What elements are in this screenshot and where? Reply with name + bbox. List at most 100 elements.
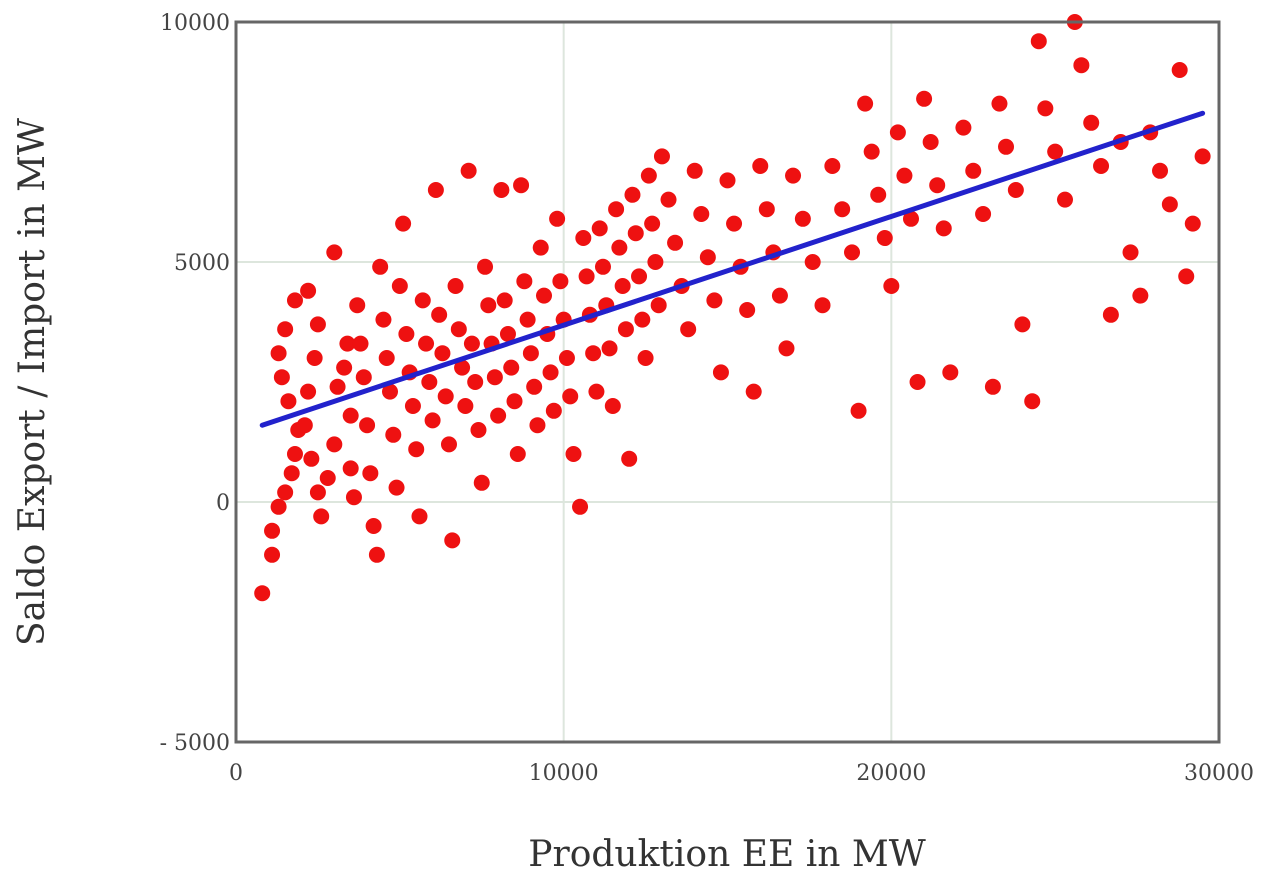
data-point-65 xyxy=(463,335,480,352)
data-point-92 xyxy=(552,273,569,290)
data-point-184 xyxy=(1132,287,1149,304)
data-point-54 xyxy=(427,182,444,198)
data-point-160 xyxy=(922,134,939,150)
data-point-138 xyxy=(758,201,775,218)
data-point-2 xyxy=(264,522,281,539)
data-point-137 xyxy=(752,158,769,174)
data-point-1 xyxy=(264,546,281,563)
grid-lines xyxy=(236,22,1219,742)
data-point-162 xyxy=(935,220,952,237)
data-point-64 xyxy=(460,162,477,179)
data-point-174 xyxy=(1037,100,1054,117)
y-tick-label-3: 10000 xyxy=(160,11,230,36)
data-point-67 xyxy=(470,422,487,438)
data-point-18 xyxy=(303,450,320,467)
data-point-50 xyxy=(414,292,431,309)
data-point-122 xyxy=(653,148,670,165)
data-point-168 xyxy=(991,95,1008,112)
data-point-116 xyxy=(634,311,651,328)
data-point-23 xyxy=(326,244,343,261)
data-point-115 xyxy=(631,268,648,285)
data-point-179 xyxy=(1083,114,1100,131)
data-point-95 xyxy=(562,388,579,405)
data-point-158 xyxy=(909,374,926,390)
data-point-9 xyxy=(273,369,290,386)
data-point-142 xyxy=(785,167,802,184)
data-point-62 xyxy=(454,359,471,376)
data-point-155 xyxy=(889,124,906,141)
y-axis-title: Saldo Export / Import in MW xyxy=(12,118,53,646)
data-point-68 xyxy=(473,474,490,491)
data-point-159 xyxy=(916,90,933,107)
data-point-48 xyxy=(408,441,425,458)
data-point-119 xyxy=(644,215,661,232)
data-point-89 xyxy=(542,364,559,381)
data-point-27 xyxy=(342,407,359,424)
data-point-44 xyxy=(395,215,412,232)
data-point-69 xyxy=(477,258,494,275)
data-point-32 xyxy=(355,369,372,386)
data-point-118 xyxy=(640,167,657,184)
data-point-151 xyxy=(863,143,880,160)
data-point-165 xyxy=(965,162,982,179)
data-point-25 xyxy=(336,359,353,376)
x-tick-label-1: 10000 xyxy=(529,761,599,786)
y-tick-label-2: 5000 xyxy=(174,251,230,276)
data-point-81 xyxy=(516,273,533,290)
data-point-29 xyxy=(345,489,362,506)
data-point-111 xyxy=(617,321,634,338)
data-point-51 xyxy=(418,335,435,352)
data-point-61 xyxy=(450,321,467,338)
data-point-77 xyxy=(503,359,520,376)
data-point-87 xyxy=(536,287,553,304)
data-point-110 xyxy=(614,278,631,294)
data-point-33 xyxy=(359,417,376,434)
data-point-169 xyxy=(998,138,1015,155)
data-point-163 xyxy=(942,364,959,381)
data-point-47 xyxy=(404,398,421,414)
x-axis-title: Produktion EE in MW xyxy=(528,834,925,874)
y-tick-labels: - 5000 0 5000 10000 xyxy=(160,11,230,756)
data-point-0 xyxy=(254,585,271,602)
data-point-102 xyxy=(588,383,605,400)
data-point-103 xyxy=(591,220,608,237)
data-point-101 xyxy=(585,345,602,362)
data-point-123 xyxy=(660,191,677,208)
data-point-22 xyxy=(326,436,343,453)
data-point-130 xyxy=(706,292,723,309)
data-point-190 xyxy=(1184,215,1201,232)
data-point-66 xyxy=(467,374,484,390)
data-point-154 xyxy=(883,278,900,294)
data-point-189 xyxy=(1178,268,1195,285)
data-point-187 xyxy=(1161,196,1178,213)
data-point-31 xyxy=(352,335,369,352)
data-point-24 xyxy=(329,378,346,395)
data-point-176 xyxy=(1056,191,1073,208)
data-point-136 xyxy=(745,383,762,400)
data-point-17 xyxy=(296,417,313,434)
x-tick-label-2: 20000 xyxy=(856,761,926,786)
data-point-90 xyxy=(545,402,562,419)
data-point-94 xyxy=(558,350,575,366)
data-point-86 xyxy=(532,239,549,256)
x-tick-label-0: 0 xyxy=(229,761,243,786)
data-point-15 xyxy=(306,350,323,366)
data-point-161 xyxy=(929,177,946,194)
data-point-13 xyxy=(300,282,317,299)
data-point-112 xyxy=(621,450,638,467)
data-point-52 xyxy=(421,374,438,390)
scatter-points xyxy=(254,14,1211,602)
data-point-167 xyxy=(984,378,1001,395)
data-point-37 xyxy=(372,258,389,275)
data-point-74 xyxy=(493,182,510,198)
data-point-152 xyxy=(870,186,887,203)
data-point-107 xyxy=(604,398,621,414)
data-point-43 xyxy=(391,278,408,294)
data-point-191 xyxy=(1194,148,1211,165)
data-point-120 xyxy=(647,254,664,270)
data-point-82 xyxy=(519,311,536,328)
data-point-63 xyxy=(457,398,474,414)
data-point-38 xyxy=(375,311,392,328)
fit-line xyxy=(259,110,1206,428)
